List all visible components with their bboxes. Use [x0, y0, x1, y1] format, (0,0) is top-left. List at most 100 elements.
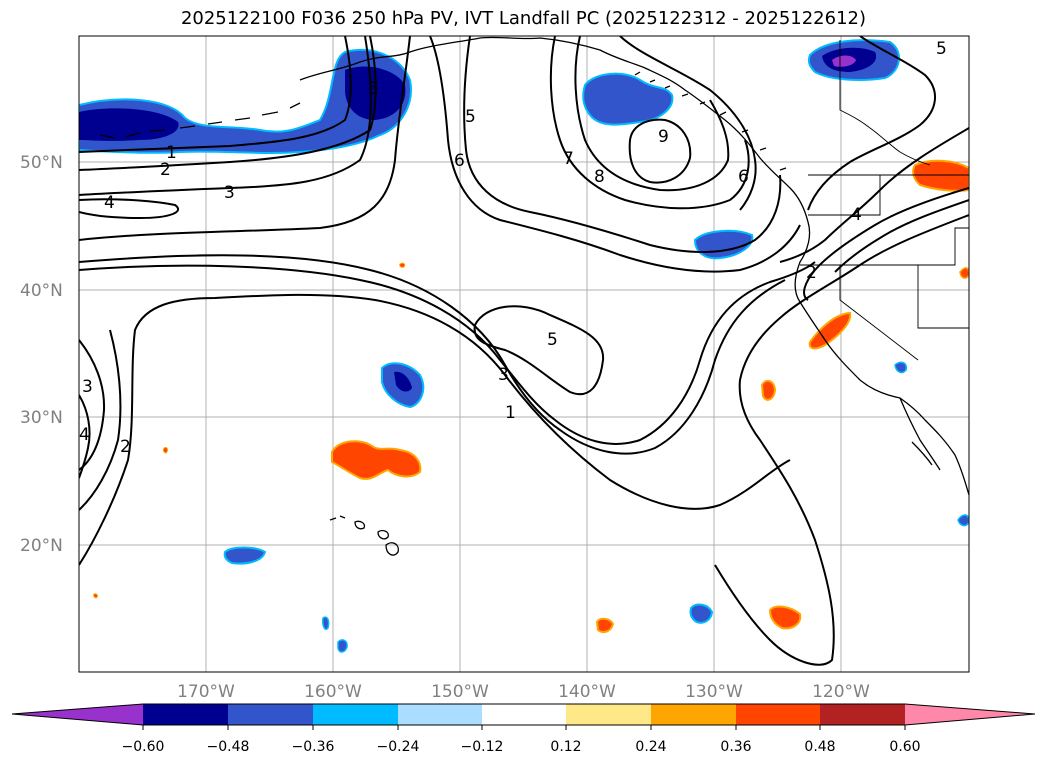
colorbar-tick-label: 0.60 — [889, 739, 920, 755]
contour-3-west — [79, 339, 106, 471]
contour-label: 5 — [547, 330, 558, 350]
pos-region-nca — [959, 267, 969, 279]
contour-labels: 1 2 3 4 5 5 6 7 8 9 6 4 2 5 3 1 3 4 2 5 — [79, 39, 947, 457]
contour-5-bc — [807, 36, 937, 211]
longitude-labels: 170°W 160°W 150°W 140°W 130°W 120°W — [177, 682, 870, 702]
neg-region-aleutian-core — [79, 108, 179, 141]
neg-region-small-1 — [337, 639, 348, 653]
contour-3-pnw — [834, 199, 969, 273]
colorbar-segment — [566, 704, 651, 725]
contour-label: 7 — [563, 149, 574, 169]
contour-5-loop — [473, 305, 605, 396]
pos-region-cal-coast — [808, 311, 852, 350]
lon-label-130w: 130°W — [685, 682, 743, 702]
colorbar-tick-label: 0.36 — [720, 739, 751, 755]
colorbar-segment — [313, 704, 398, 725]
colorbar-segment — [143, 704, 228, 725]
colorbar-segment — [820, 704, 905, 725]
hawaii-islands — [329, 515, 399, 556]
contour-8 — [574, 36, 730, 192]
contour-label: 5 — [936, 39, 947, 59]
colorbar-tick-label: 0.12 — [550, 739, 581, 755]
pos-region-offshore-small — [760, 379, 777, 401]
negative-pc-regions — [79, 39, 969, 653]
lon-label-170w: 170°W — [177, 682, 235, 702]
contour-6-upper — [463, 36, 782, 253]
neg-region-hawaii-west — [223, 546, 267, 565]
state-or-ca — [800, 227, 969, 266]
contour-label: 2 — [160, 160, 171, 180]
contour-label: 1 — [505, 403, 516, 423]
contour-2-pnw — [803, 187, 969, 301]
figure-title: 2025122100 F036 250 hPa PV, IVT Landfall… — [180, 8, 867, 29]
colorbar-segment — [398, 704, 482, 725]
colorbar-tick-label: −0.48 — [207, 739, 250, 755]
contour-2-north — [79, 36, 377, 171]
colorbar-tick-label: −0.36 — [292, 739, 335, 755]
colorbar-ticks — [142, 725, 906, 730]
contour-9 — [628, 118, 692, 184]
colorbar: −0.60 −0.48 −0.36 −0.24 −0.12 0.12 0.24 … — [11, 703, 1036, 755]
contour-5-upper — [429, 36, 801, 273]
map-frame — [78, 35, 970, 673]
contour-outer-south — [79, 293, 791, 566]
contour-2-west — [79, 329, 122, 511]
baja-peninsula — [899, 397, 941, 471]
contour-label: 6 — [454, 151, 465, 171]
contour-label: 3 — [82, 377, 93, 397]
colorbar-tick-label: −0.24 — [377, 739, 420, 755]
colorbar-tick-label: −0.60 — [122, 739, 165, 755]
pos-region-dot-2 — [162, 447, 168, 454]
neg-region-socal — [894, 361, 908, 374]
contour-label: 4 — [79, 425, 90, 445]
lon-label-160w: 160°W — [304, 682, 362, 702]
contour-label: 2 — [120, 437, 131, 457]
colorbar-tick-label: 0.48 — [804, 739, 835, 755]
contour-label: 3 — [224, 183, 235, 203]
contour-label: 4 — [104, 193, 115, 213]
lat-label-30n: 30°N — [20, 408, 63, 428]
lon-label-150w: 150°W — [431, 682, 489, 702]
contour-4-loop — [79, 198, 179, 220]
lat-label-50n: 50°N — [20, 153, 63, 173]
pos-region-south — [768, 605, 802, 630]
contour-label: 5 — [465, 107, 476, 127]
contour-label: 3 — [498, 365, 509, 385]
colorbar-segment — [228, 704, 313, 725]
aleutian-chain — [99, 102, 301, 139]
colorbar-extend-high — [905, 704, 1035, 725]
lat-label-40n: 40°N — [20, 281, 63, 301]
positive-pc-regions — [93, 159, 969, 633]
colorbar-segment — [651, 704, 736, 725]
us-west-coast — [794, 221, 969, 496]
contour-label: 1 — [166, 143, 177, 163]
contour-outer-east — [714, 214, 969, 666]
contour-label: 6 — [738, 167, 749, 187]
pos-region-dot-3 — [93, 593, 98, 599]
contour-1-north — [79, 36, 352, 153]
colorbar-tick-label: −0.12 — [461, 739, 504, 755]
contour-label: 4 — [851, 205, 862, 225]
pos-region-pnw — [912, 159, 969, 192]
contour-1-mid — [79, 261, 816, 445]
neg-region-small-2 — [322, 616, 330, 630]
contour-label: 8 — [594, 167, 605, 187]
pos-region-subtropic — [331, 440, 422, 480]
contour-7 — [549, 36, 750, 210]
state-wa-or — [808, 175, 881, 216]
contour-outer-north — [79, 36, 411, 241]
colorbar-tick-label: 0.24 — [635, 739, 666, 755]
pos-region-south-small — [595, 617, 615, 633]
lon-label-120w: 120°W — [812, 682, 870, 702]
neg-region-east-edge — [957, 514, 969, 527]
alaska-canada-border — [839, 40, 931, 166]
pos-region-dot-1 — [399, 262, 406, 268]
contour-3-north — [79, 36, 372, 196]
contour-label: 2 — [806, 263, 817, 283]
contour-label: 9 — [658, 127, 669, 147]
contour-3-mid — [79, 254, 786, 455]
lat-label-20n: 20°N — [20, 536, 63, 556]
contour-6-alaska — [619, 36, 757, 211]
contour-4-west — [79, 394, 91, 479]
